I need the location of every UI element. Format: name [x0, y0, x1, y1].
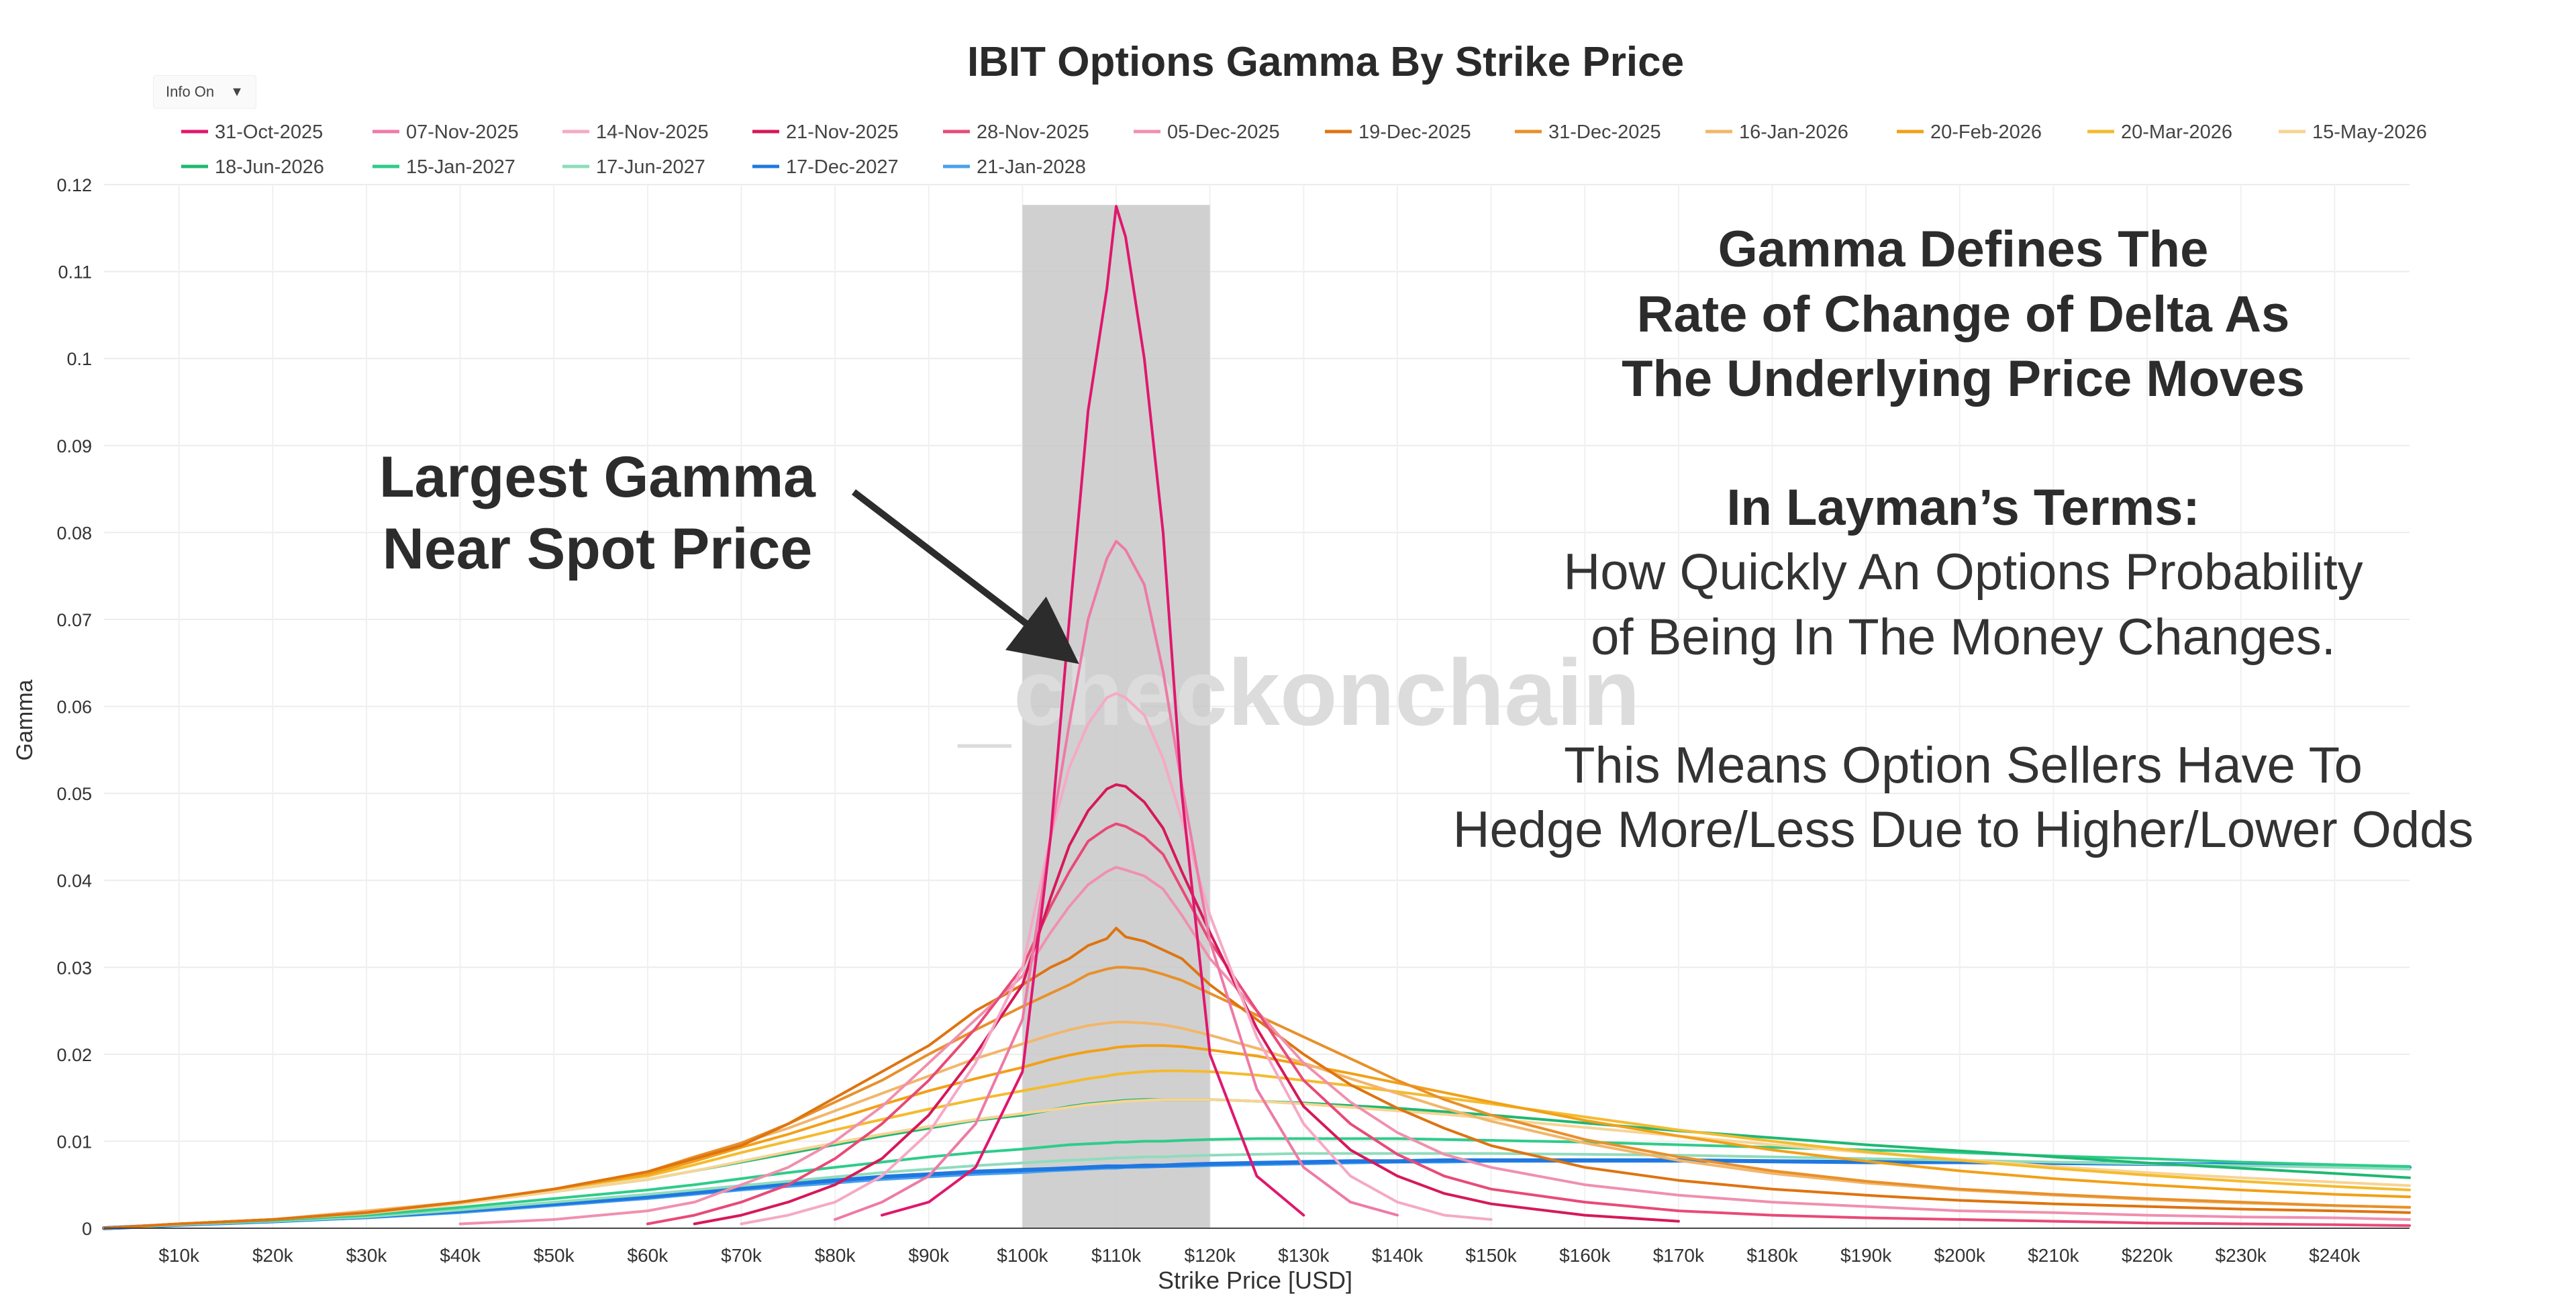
series-line — [103, 966, 2411, 1230]
y-tick-label: 0.04 — [56, 871, 92, 891]
layman-line-1: How Quickly An Options Probability — [1563, 544, 2363, 601]
y-tick-label: 0 — [82, 1219, 92, 1239]
legend-item[interactable]: 17-Jun-2027 — [596, 156, 705, 178]
x-tick-label: $10k — [158, 1245, 200, 1266]
x-tick-label: $110k — [1091, 1245, 1142, 1266]
legend-item[interactable]: 15-May-2026 — [2312, 121, 2427, 143]
x-tick-label: $130k — [1278, 1245, 1330, 1266]
legend-item[interactable]: 18-Jun-2026 — [215, 156, 324, 178]
heading-line-1: Gamma Defines The — [1718, 221, 2209, 278]
info-toggle-label: Info On — [166, 83, 215, 100]
x-tick-label: $40k — [440, 1245, 481, 1266]
legend-item[interactable]: 28-Nov-2025 — [977, 121, 1089, 143]
heading-line-2: Rate of Change of Delta As — [1637, 286, 2290, 343]
legend-item[interactable]: 14-Nov-2025 — [596, 121, 709, 143]
legend: 31-Oct-2025 07-Nov-2025 14-Nov-2025 21-Nov-… — [181, 121, 2427, 178]
legend-item[interactable]: 07-Nov-2025 — [406, 121, 519, 143]
x-tick-label: $230k — [2216, 1245, 2267, 1266]
legend-item[interactable]: 05-Dec-2025 — [1167, 121, 1280, 143]
y-tick-label: 0.09 — [56, 436, 92, 456]
series-line — [881, 205, 1305, 1217]
legend-item[interactable]: 31-Dec-2025 — [1548, 121, 1661, 143]
series-line — [103, 1152, 2411, 1230]
x-tick-label: $140k — [1372, 1245, 1424, 1266]
watermark-text: checkonchain — [1013, 640, 1640, 745]
series-line — [693, 783, 1680, 1226]
info-toggle[interactable]: Info On ▼ — [153, 75, 256, 109]
means-line-2: Hedge More/Less Due to Higher/Lower Odds — [1453, 801, 2474, 858]
x-tick-label: $210k — [2028, 1245, 2079, 1266]
series-line — [834, 540, 1399, 1221]
watermark-prefix: _ — [957, 651, 1012, 756]
series-line — [103, 1044, 2411, 1230]
x-tick-label: $90k — [908, 1245, 950, 1266]
annotation-arrow — [851, 489, 1079, 664]
series-line — [458, 866, 2411, 1226]
x-tick-label: $220k — [2122, 1245, 2173, 1266]
x-tick-label: $120k — [1185, 1245, 1236, 1266]
series-line — [740, 692, 1493, 1226]
y-tick-label: 0.12 — [56, 175, 92, 195]
legend-item[interactable]: 20-Feb-2026 — [1930, 121, 2042, 143]
series-line — [103, 1137, 2411, 1230]
annotation-largest-gamma: Largest Gamma — [379, 445, 816, 509]
y-tick-label: 0.02 — [56, 1045, 92, 1065]
series-line — [103, 926, 2411, 1230]
x-tick-label: $30k — [346, 1245, 388, 1266]
chevron-down-icon: ▼ — [230, 84, 244, 99]
series-line — [103, 1020, 2411, 1230]
y-tick-label: 0.08 — [56, 523, 92, 543]
series-line — [102, 1158, 2412, 1230]
y-tick-label: 0.1 — [66, 349, 92, 369]
chart-title: IBIT Options Gamma By Strike Price — [967, 39, 1684, 85]
heading-line-3: The Underlying Price Moves — [1622, 350, 2305, 407]
x-tick-label: $240k — [2309, 1245, 2361, 1266]
series-line — [103, 1098, 2411, 1230]
legend-item[interactable]: 21-Jan-2028 — [977, 156, 1086, 178]
x-tick-label: $20k — [252, 1245, 294, 1266]
series-lines — [102, 205, 2412, 1230]
legend-item[interactable]: 21-Nov-2025 — [786, 121, 899, 143]
x-tick-label: $70k — [721, 1245, 762, 1266]
layman-heading: In Layman’s Terms: — [1726, 479, 2199, 536]
legend-item[interactable]: 19-Dec-2025 — [1358, 121, 1471, 143]
x-tick-label: $160k — [1559, 1245, 1611, 1266]
annotation-near-spot: Near Spot Price — [383, 517, 812, 581]
axes: 0 0.01 0.02 0.03 0.04 0.05 0.06 0.07 0.08 0.09 0.1… — [56, 175, 2410, 1266]
x-tick-label: $190k — [1840, 1245, 1892, 1266]
x-tick-label: $60k — [628, 1245, 669, 1266]
legend-item[interactable]: 17-Dec-2027 — [786, 156, 899, 178]
series-line — [103, 1069, 2411, 1230]
x-tick-label: $100k — [997, 1245, 1048, 1266]
y-tick-label: 0.03 — [56, 958, 92, 978]
x-tick-label: $50k — [534, 1245, 575, 1266]
x-tick-label: $180k — [1746, 1245, 1798, 1266]
series-line — [646, 822, 2411, 1228]
legend-item[interactable]: 16-Jan-2026 — [1739, 121, 1848, 143]
y-tick-label: 0.11 — [58, 262, 92, 283]
legend-item[interactable]: 15-Jan-2027 — [406, 156, 515, 178]
y-tick-label: 0.01 — [56, 1132, 92, 1152]
layman-line-2: of Being In The Money Changes. — [1591, 609, 2336, 666]
y-axis-label: Gamma — [12, 679, 38, 760]
x-axis-label: Strike Price [USD] — [1158, 1266, 1352, 1294]
x-tick-label: $200k — [1934, 1245, 1986, 1266]
legend-item[interactable]: 31-Oct-2025 — [215, 121, 323, 143]
y-tick-label: 0.05 — [56, 784, 92, 804]
means-line-1: This Means Option Sellers Have To — [1564, 737, 2363, 794]
legend-item[interactable]: 20-Mar-2026 — [2121, 121, 2232, 143]
x-tick-label: $170k — [1653, 1245, 1705, 1266]
y-tick-label: 0.06 — [56, 697, 92, 717]
x-tick-label: $150k — [1465, 1245, 1517, 1266]
y-tick-label: 0.07 — [56, 610, 92, 630]
x-tick-label: $80k — [815, 1245, 856, 1266]
